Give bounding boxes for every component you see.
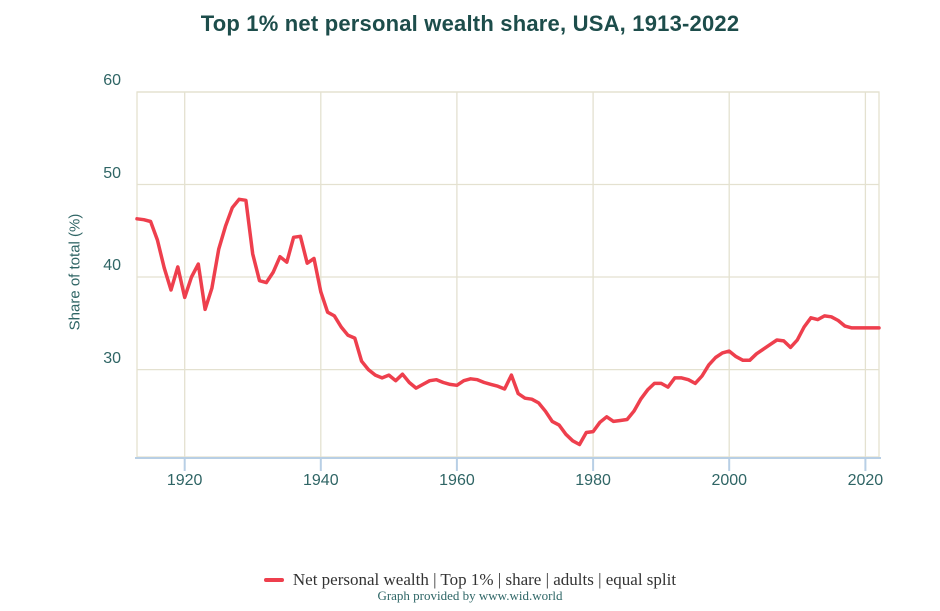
- attribution-text: Graph provided by www.wid.world: [377, 588, 563, 603]
- y-tick-label: 50: [103, 164, 121, 182]
- x-tick-label: 2000: [711, 472, 748, 489]
- legend-line-swatch: [263, 578, 284, 582]
- x-tick-label: 1940: [303, 472, 339, 489]
- plot-border: [136, 91, 880, 458]
- plot-region: 60 50 40 30 1920 1940 1960 1980 2000 2020: [103, 72, 884, 489]
- y-tick-label: 40: [103, 257, 121, 275]
- legend-label: Net personal wealth | Top 1% | share | a…: [292, 570, 677, 589]
- x-tick-label: 1980: [575, 472, 611, 489]
- chart-title: Top 1% net personal wealth share, USA, 1…: [200, 11, 740, 36]
- x-tick-label: 1960: [439, 472, 475, 489]
- legend: Net personal wealth | Top 1% | share | a…: [0, 569, 940, 591]
- series-line: [135, 197, 881, 447]
- y-tick-label: 30: [103, 349, 121, 367]
- x-tick-label: 1920: [166, 472, 203, 489]
- plot-area: [135, 91, 881, 471]
- y-tick-label: 60: [103, 72, 121, 89]
- x-tick-label: 2020: [847, 472, 884, 489]
